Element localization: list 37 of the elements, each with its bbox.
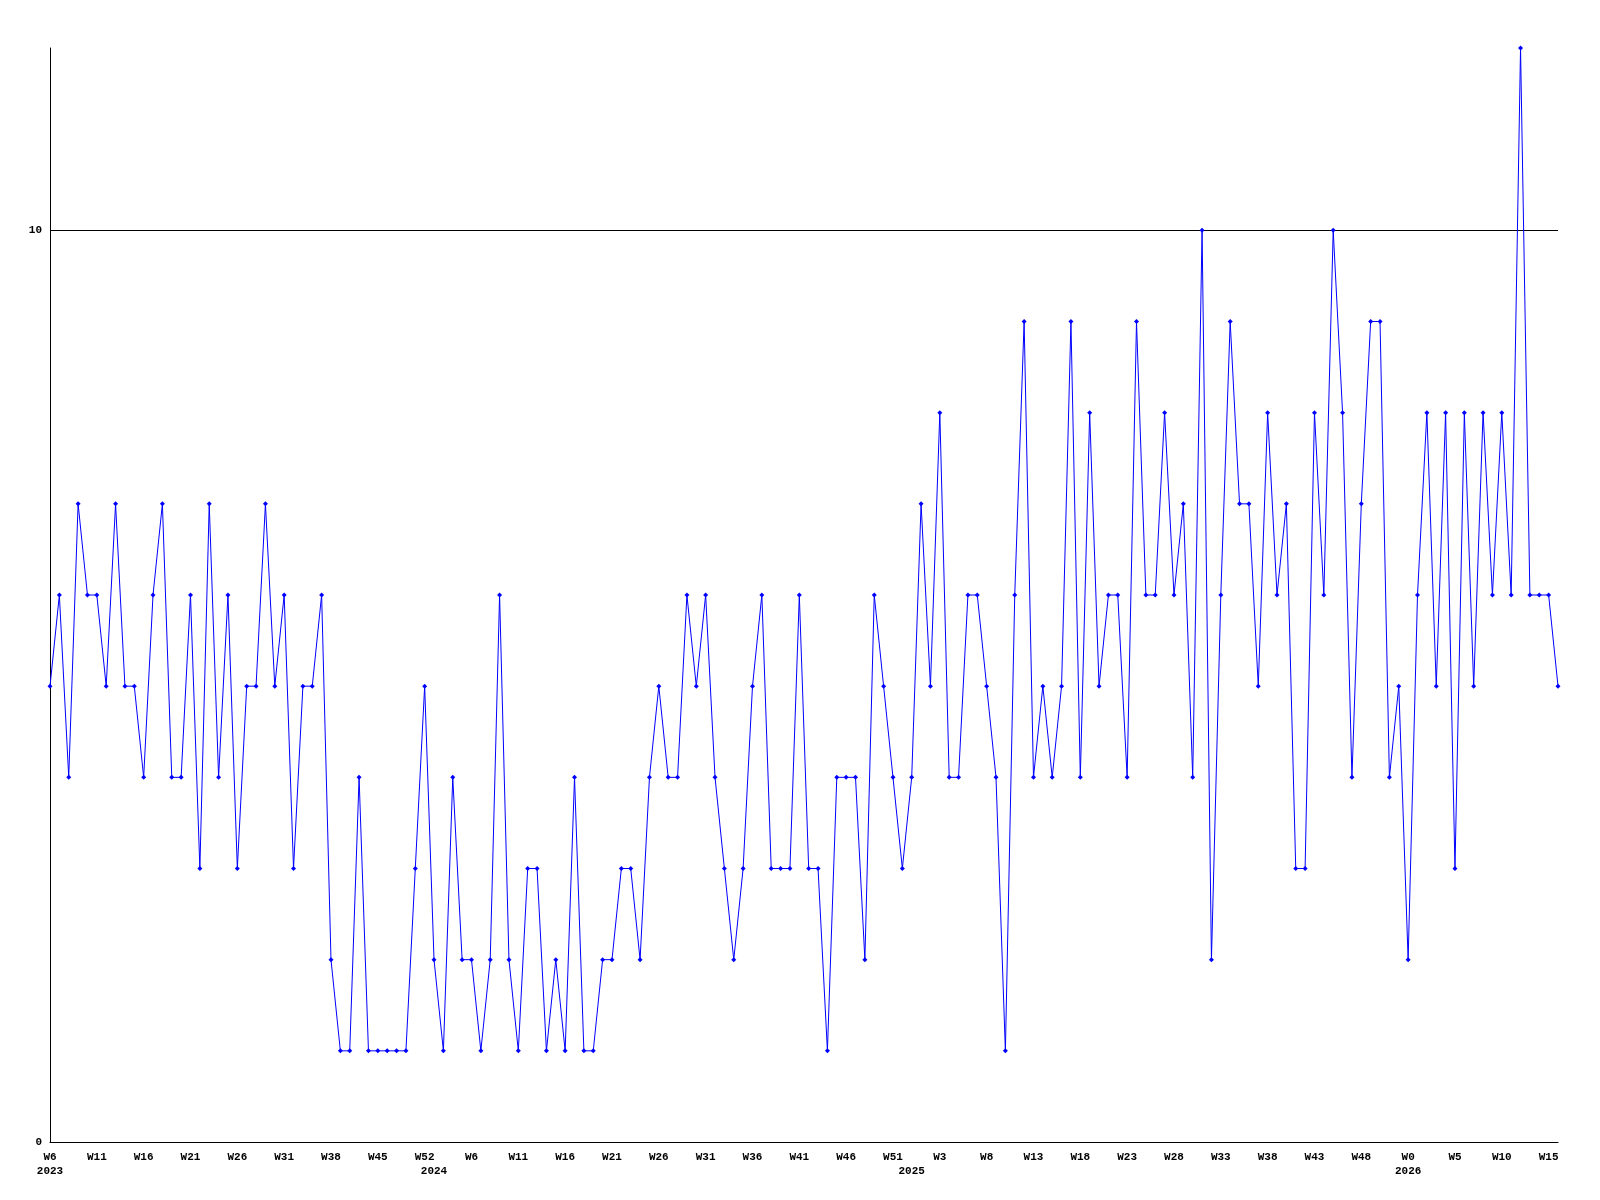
x-tick-label: W15 <box>1538 1151 1559 1163</box>
x-tick-label: W21 <box>602 1151 623 1163</box>
y-tick-label: 10 <box>28 224 42 237</box>
x-tick-label: W10 <box>1491 1151 1512 1163</box>
x-tick-label: W31 <box>274 1151 295 1163</box>
x-tick-label: 2024 <box>420 1165 448 1177</box>
x-tick-label: W31 <box>695 1151 716 1163</box>
y-tick-label: 0 <box>35 1136 42 1148</box>
x-tick-label: W16 <box>555 1151 576 1163</box>
x-tick-label: W28 <box>1164 1151 1185 1163</box>
x-tick-label: W52 <box>414 1151 435 1163</box>
x-tick-label: W45 <box>367 1151 389 1163</box>
x-tick-label: W3 <box>933 1151 947 1163</box>
x-tick-label: W16 <box>133 1151 154 1163</box>
x-tick-label: W33 <box>1210 1151 1232 1163</box>
x-tick-label: W0 2026 <box>1394 1151 1422 1177</box>
x-tick-label: W41 <box>789 1151 810 1163</box>
x-tick-label: W46 <box>836 1151 857 1163</box>
x-tick-label: W21 <box>180 1151 201 1163</box>
x-tick-label: W6 <box>464 1151 479 1163</box>
x-tick-label: 2025 <box>898 1165 926 1177</box>
x-tick-label: W43 <box>1304 1151 1325 1163</box>
x-tick-label: W13 <box>1023 1151 1044 1163</box>
x-tick-label: W38 <box>321 1151 342 1163</box>
x-tick-label: W26 <box>648 1151 669 1163</box>
x-tick-label: W23 <box>1117 1151 1138 1163</box>
x-tick-label: W6 2023 <box>36 1151 64 1177</box>
x-tick-label: W36 <box>742 1151 763 1163</box>
x-tick-label: W48 <box>1351 1151 1372 1163</box>
x-tick-label: W11 <box>508 1151 529 1163</box>
x-tick-label: W38 <box>1257 1151 1278 1163</box>
x-tick-label: W5 <box>1448 1151 1462 1163</box>
x-tick-label: W51 <box>883 1151 904 1163</box>
x-tick-label: W8 <box>980 1151 994 1163</box>
x-tick-label: W18 <box>1070 1151 1091 1163</box>
x-tick-label: W26 <box>227 1151 248 1163</box>
x-tick-label: W11 <box>86 1151 108 1163</box>
